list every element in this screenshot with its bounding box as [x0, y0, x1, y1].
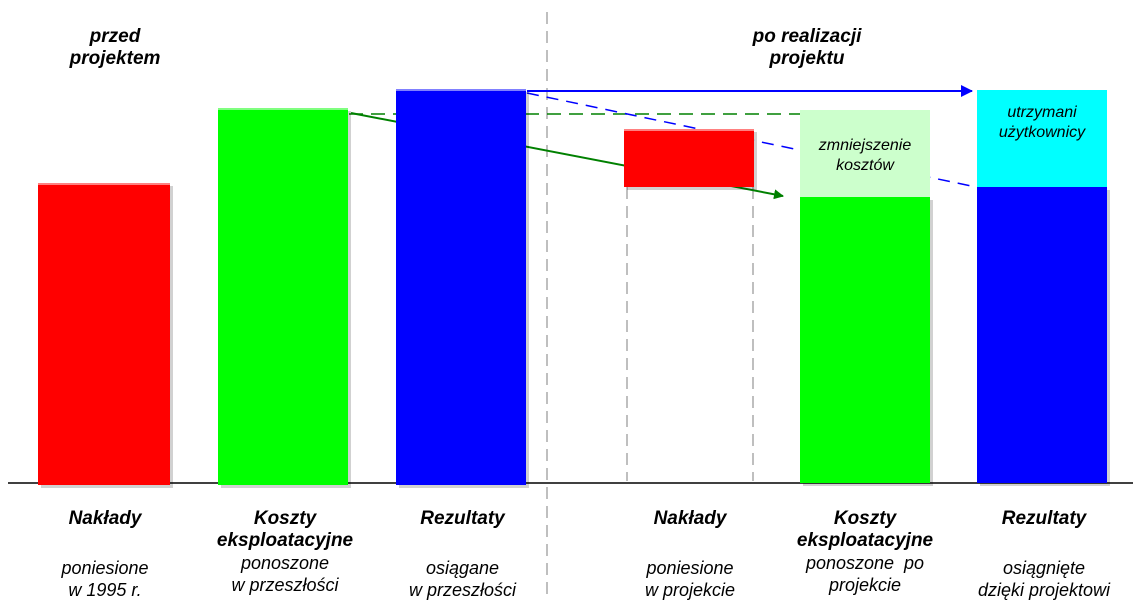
retained-users-label: utrzymani użytkownicy — [990, 103, 1094, 143]
bar-investment-after — [624, 129, 754, 187]
bar-cost-reduction — [800, 110, 930, 197]
label-name-1: Koszty — [253, 508, 317, 529]
retained-users-text: utrzymani użytkownicy — [998, 104, 1086, 141]
label-investment-after: Nakłady poniesione w projekcie — [605, 508, 775, 601]
label-costs-before: Koszty eksploatacyjne ponoszone w przesz… — [195, 508, 375, 596]
label-sub-2: w projekcie — [644, 580, 736, 600]
phase-title-after-text: po realizacji projektu — [752, 26, 862, 69]
label-sub-1: poniesione — [61, 558, 149, 578]
label-name-2: eksploatacyjne — [216, 530, 354, 551]
cost-reduction-label: zmniejszenie kosztów — [806, 136, 924, 176]
label-sub-1: poniesione — [646, 558, 734, 578]
label-name: Rezultaty — [420, 508, 505, 529]
bar-costs-after — [800, 197, 930, 483]
label-name: Rezultaty — [1001, 508, 1087, 529]
label-costs-after: Koszty eksploatacyjne ponoszone po proje… — [775, 508, 955, 596]
phase-title-after: po realizacji projektu — [707, 26, 907, 70]
label-investment-before: Nakłady poniesione w 1995 r. — [20, 508, 190, 601]
label-results-before: Rezultaty osiągane w przeszłości — [375, 508, 550, 601]
label-name-1: Koszty — [833, 508, 897, 529]
label-sub-1: ponoszone — [240, 553, 330, 573]
bar-results-after — [977, 187, 1107, 483]
label-name-2: eksploatacyjne — [796, 530, 934, 551]
label-sub-2: dzięki projektowi — [977, 580, 1111, 600]
label-sub-2: projekcie — [828, 575, 902, 595]
label-sub-2: w 1995 r. — [68, 580, 142, 600]
label-name: Nakłady — [653, 508, 727, 529]
label-sub-1: ponoszone po — [805, 553, 925, 573]
cost-reduction-text: zmniejszenie kosztów — [818, 137, 912, 174]
bar-investment-before — [38, 183, 170, 485]
bar-costs-before — [218, 108, 348, 485]
label-sub-1: osiągnięte — [1002, 558, 1086, 578]
label-sub-1: osiągane — [425, 558, 500, 578]
label-results-after: Rezultaty osiągnięte dzięki projektowi — [958, 508, 1130, 601]
phase-title-before: przed projektem — [40, 26, 190, 70]
label-name: Nakłady — [68, 508, 142, 529]
label-sub-2: w przeszłości — [231, 575, 339, 595]
label-sub-2: w przeszłości — [408, 580, 517, 600]
bar-results-before — [396, 89, 526, 485]
phase-title-before-text: przed projektem — [69, 26, 161, 69]
bar-retained-users — [977, 90, 1107, 187]
